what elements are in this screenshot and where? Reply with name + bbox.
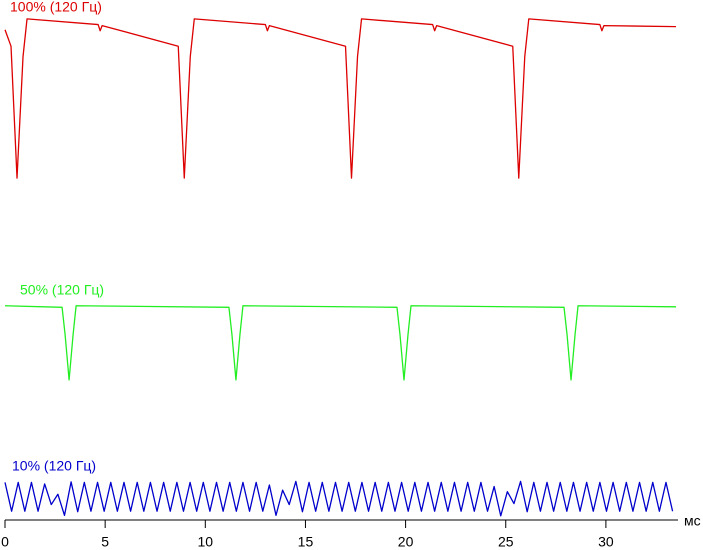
trace <box>4 480 674 517</box>
series-label: 100% (120 Гц) <box>10 0 102 15</box>
x-tick-label: 25 <box>498 534 514 550</box>
x-axis-label: мс <box>684 513 701 529</box>
x-tick-label: 10 <box>198 534 214 550</box>
x-tick-label: 15 <box>298 534 314 550</box>
x-tick-label: 0 <box>1 534 9 550</box>
x-tick-label: 20 <box>398 534 414 550</box>
x-tick-label: 30 <box>598 534 614 550</box>
x-tick-label: 5 <box>101 534 109 550</box>
series-label: 10% (120 Гц) <box>12 458 96 474</box>
trace <box>4 18 677 179</box>
series-label: 50% (120 Гц) <box>20 282 104 298</box>
trace <box>4 305 677 381</box>
